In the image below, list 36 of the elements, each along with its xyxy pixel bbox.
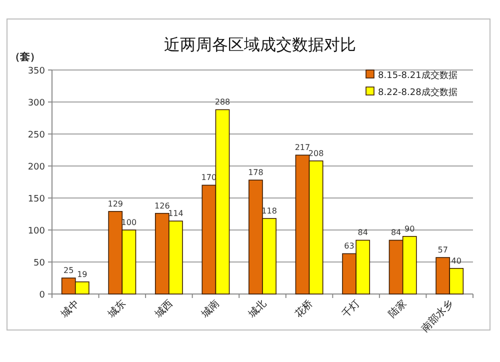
legend-label: 8.15-8.21成交数据 — [378, 70, 458, 81]
data-label: 19 — [77, 270, 88, 279]
x-tick-label: 陆家 — [386, 298, 409, 320]
y-tick-label: 250 — [28, 130, 46, 140]
y-tick-label: 0 — [39, 290, 46, 300]
data-label: 217 — [294, 143, 310, 152]
data-label: 57 — [438, 246, 448, 255]
y-tick-label: 200 — [28, 162, 46, 172]
x-tick-label: 城中 — [58, 298, 82, 321]
data-label: 178 — [248, 168, 264, 178]
x-tick-label: 城西 — [152, 298, 176, 321]
y-tick-label: 350 — [28, 66, 46, 76]
data-label: 40 — [451, 256, 462, 266]
x-tick-label: 城南 — [198, 298, 222, 321]
y-tick-label: 100 — [28, 226, 46, 236]
data-label: 63 — [344, 242, 354, 251]
x-tick-label: 花桥 — [292, 298, 316, 320]
legend-label: 8.22-8.28成交数据 — [378, 87, 458, 98]
data-label: 208 — [308, 148, 324, 158]
y-tick-label: 150 — [28, 194, 46, 204]
data-label: 84 — [390, 228, 402, 238]
x-tick-label: 南部水乡 — [418, 298, 456, 334]
y-axis-title: （套） — [10, 51, 40, 63]
data-label: 84 — [358, 228, 368, 238]
chart-title: 近两周各区域成交数据对比 — [164, 35, 356, 54]
data-label: 25 — [64, 266, 74, 275]
data-label: 90 — [404, 224, 415, 234]
data-label: 129 — [108, 199, 124, 208]
x-tick-label: 城北 — [245, 298, 269, 321]
data-label: 126 — [154, 201, 170, 210]
x-tick-label: 千灯 — [340, 298, 362, 320]
x-tick-label: 城东 — [104, 298, 128, 321]
y-tick-label: 300 — [28, 98, 46, 108]
data-label: 288 — [214, 98, 230, 107]
y-tick-label: 50 — [34, 258, 46, 268]
data-label: 114 — [168, 209, 184, 218]
